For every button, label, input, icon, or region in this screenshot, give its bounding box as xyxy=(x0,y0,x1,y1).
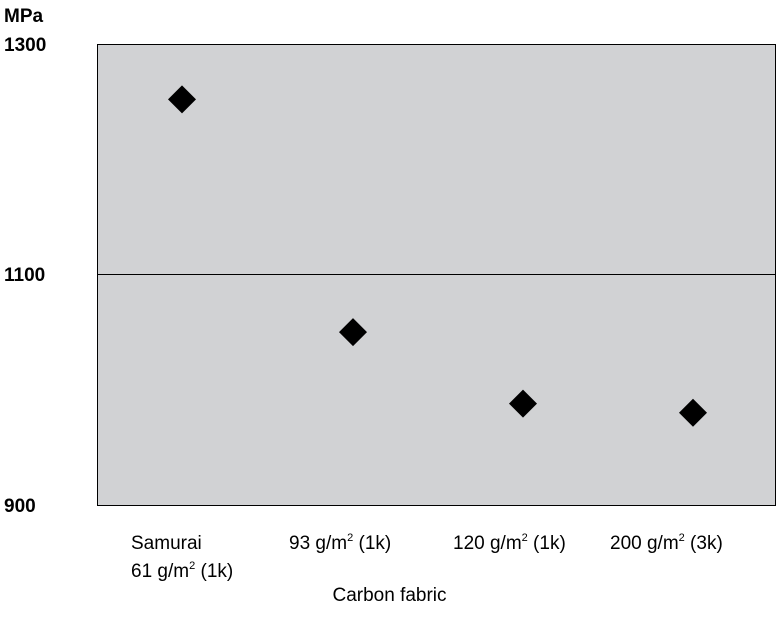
data-point-1 xyxy=(168,85,196,114)
gridline-1100 xyxy=(97,274,776,275)
y-axis-unit: MPa xyxy=(4,6,44,27)
data-point-4 xyxy=(679,398,707,427)
x-tick-label-120: 120 g/m2 (1k) xyxy=(453,532,566,555)
plot-area xyxy=(97,44,776,506)
y-tick-label-1100: 1100 xyxy=(4,265,46,286)
x-tick-label-200: 200 g/m2 (3k) xyxy=(610,532,723,555)
x-tick-label-93: 93 g/m2 (1k) xyxy=(289,532,392,555)
x-axis-title: Carbon fabric xyxy=(332,585,447,606)
x-tick-label-samurai: Samurai 61 g/m2 (1k) xyxy=(131,533,234,582)
data-point-2 xyxy=(339,318,367,347)
data-point-3 xyxy=(509,389,537,418)
y-tick-label-1300: 1300 xyxy=(4,35,47,56)
y-tick-label-900: 900 xyxy=(4,496,36,517)
